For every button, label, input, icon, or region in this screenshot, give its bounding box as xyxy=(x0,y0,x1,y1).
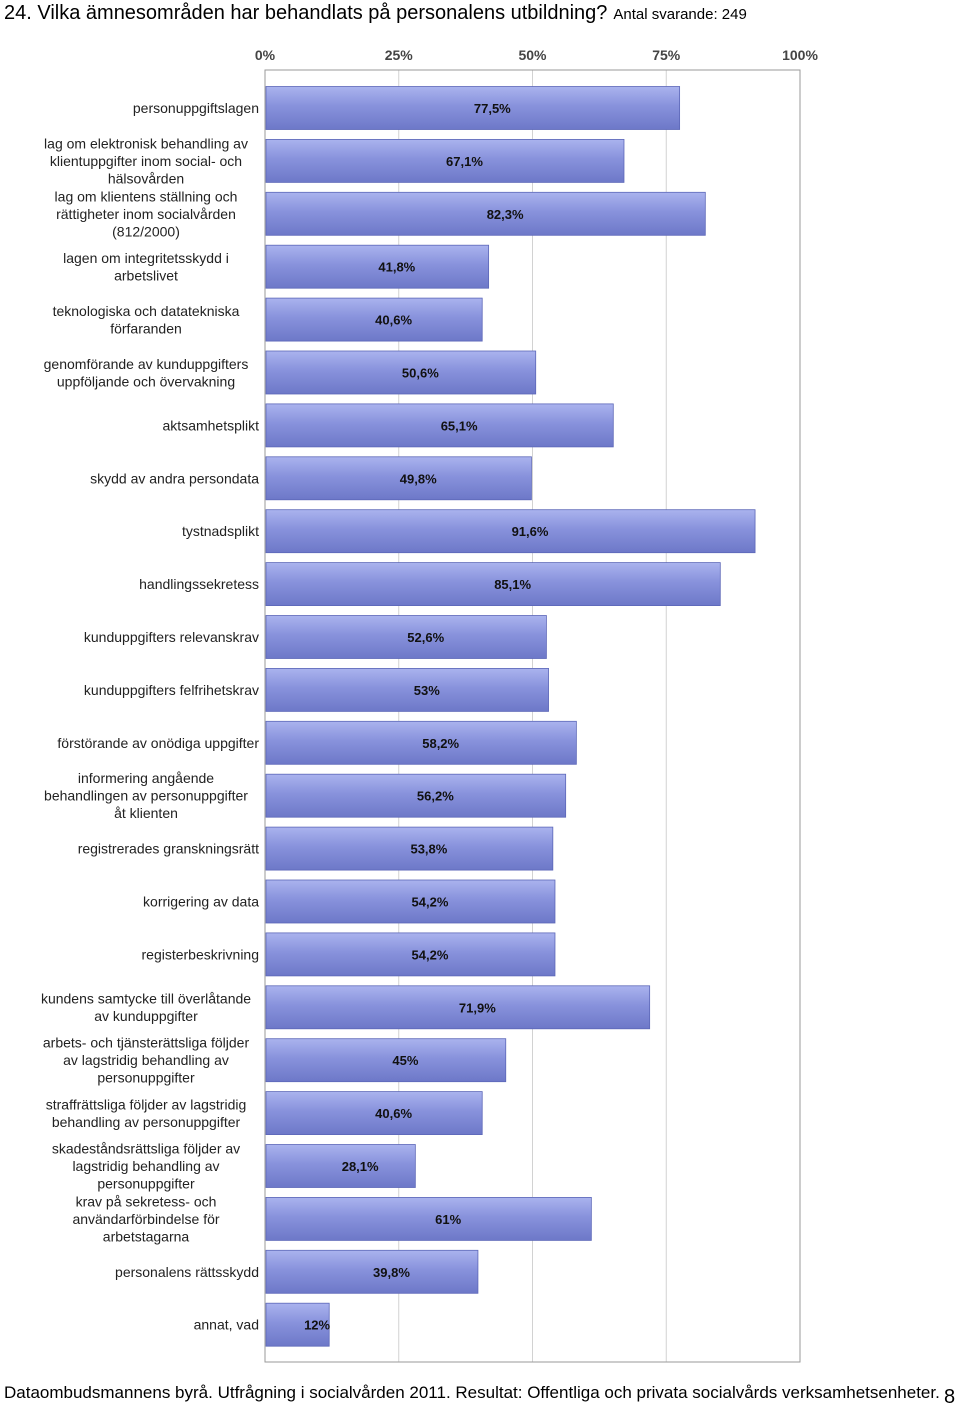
bar-value-label: 41,8% xyxy=(378,260,415,275)
category-label: personuppgiftslagen xyxy=(133,100,259,116)
category-label: korrigering av data xyxy=(143,894,259,910)
bar xyxy=(265,1302,330,1347)
category-label: förstörande av onödiga uppgifter xyxy=(57,735,259,751)
value-labels: 77,5% 67,1% 82,3% 41,8% 40,6% 50,6% 65,1% 49,8%… xyxy=(304,101,549,1333)
bar xyxy=(265,932,556,977)
category-label: registrerades granskningsrätt xyxy=(78,841,259,857)
bar xyxy=(265,1091,483,1135)
bar xyxy=(265,403,614,448)
bar-value-label: 45% xyxy=(392,1053,418,1068)
x-tick-label: 100% xyxy=(782,47,818,63)
bars xyxy=(265,86,756,1347)
bar-value-label: 12% xyxy=(304,1318,330,1333)
bar-value-label: 40,6% xyxy=(375,1106,412,1121)
bar xyxy=(265,879,556,924)
bar-value-label: 85,1% xyxy=(494,577,531,592)
bar xyxy=(265,615,547,659)
bar xyxy=(265,1038,507,1083)
bar-value-label: 52,6% xyxy=(407,630,444,645)
category-label: kundens samtycke till överlåtande av kund… xyxy=(41,991,251,1025)
plot-frame xyxy=(264,69,801,1363)
bar xyxy=(265,509,756,554)
bar-value-label: 58,2% xyxy=(422,736,459,751)
bar-value-label: 54,2% xyxy=(412,947,449,962)
bar-value-label: 65,1% xyxy=(441,418,478,433)
category-labels: personuppgiftslagen lag om elektronisk be… xyxy=(41,100,259,1333)
category-label: kunduppgifters relevanskrav xyxy=(84,629,259,645)
category-label: lag om klientens ställning och rättighete… xyxy=(55,188,238,239)
x-tick-label: 25% xyxy=(385,47,414,63)
footer-source: Dataombudsmannens byrå. Utfrågning i soc… xyxy=(4,1383,940,1402)
chart-heading: 24. Vilka ämnesområden har behandlats på… xyxy=(4,2,747,25)
bar xyxy=(265,1249,479,1294)
x-tick-label: 75% xyxy=(652,47,681,63)
bar-value-label: 54,2% xyxy=(412,895,449,910)
category-label: lagen om integritetsskydd i arbetslivet xyxy=(63,250,229,284)
category-label: tystnadsplikt xyxy=(182,523,259,539)
page-number: 8 xyxy=(944,1386,956,1408)
bar xyxy=(265,668,549,712)
category-label: kunduppgifters felfrihetskrav xyxy=(84,682,259,698)
bar xyxy=(265,985,651,1030)
bar xyxy=(265,350,537,395)
category-label: informering angående behandlingen av pers… xyxy=(44,770,248,821)
bar-value-label: 61% xyxy=(435,1212,461,1227)
category-label: teknologiska och datatekniska förfaranden xyxy=(53,303,240,337)
category-label: annat, vad xyxy=(194,1317,259,1333)
bar xyxy=(265,1144,416,1188)
x-axis-ticks: 0% 25% 50% 75% 100% xyxy=(255,47,819,63)
bar xyxy=(265,456,532,501)
bar-value-label: 53,8% xyxy=(410,842,447,857)
bar xyxy=(265,297,483,342)
bar-value-label: 77,5% xyxy=(474,101,511,116)
bar xyxy=(265,826,554,871)
bar-value-label: 53% xyxy=(414,683,440,698)
category-label: handlingssekretess xyxy=(139,576,259,592)
category-label: arbets- och tjänsterättsliga följder av l… xyxy=(43,1035,250,1086)
category-label: skadeståndsrättsliga följder av lagstridi… xyxy=(52,1141,240,1192)
category-label: registerbeskrivning xyxy=(142,946,260,962)
x-tick-label: 0% xyxy=(255,47,276,63)
bar-value-label: 71,9% xyxy=(459,1000,496,1015)
category-label: genomförande av kunduppgifters uppföljand… xyxy=(44,356,249,390)
bar-value-label: 56,2% xyxy=(417,789,454,804)
x-tick-label: 50% xyxy=(518,47,547,63)
bar-value-label: 49,8% xyxy=(400,471,437,486)
bar xyxy=(265,86,681,130)
bar-value-label: 91,6% xyxy=(512,524,549,539)
bar-value-label: 28,1% xyxy=(342,1159,379,1174)
bar-value-label: 67,1% xyxy=(446,154,483,169)
bar xyxy=(265,244,490,289)
category-label: lag om elektronisk behandling av klientup… xyxy=(44,135,248,186)
bar xyxy=(265,1197,592,1241)
bar-value-label: 50,6% xyxy=(402,366,439,381)
bar-value-label: 82,3% xyxy=(487,207,524,222)
bar xyxy=(265,720,577,765)
category-label: skydd av andra persondata xyxy=(90,470,259,486)
category-label: straffrättsliga följder av lagstridig beh… xyxy=(46,1096,247,1130)
category-label: krav på sekretess- och användarförbindels… xyxy=(72,1193,219,1244)
category-label: personalens rättsskydd xyxy=(115,1264,259,1280)
bar xyxy=(265,773,567,818)
bar xyxy=(265,191,706,236)
bar-value-label: 40,6% xyxy=(375,313,412,328)
bar-value-label: 39,8% xyxy=(373,1265,410,1280)
question-title: 24. Vilka ämnesområden har behandlats på… xyxy=(4,2,608,24)
category-label: aktsamhetsplikt xyxy=(163,417,260,433)
bar xyxy=(265,138,625,183)
bar xyxy=(265,562,721,606)
respondent-count: Antal svarande: 249 xyxy=(613,6,747,23)
